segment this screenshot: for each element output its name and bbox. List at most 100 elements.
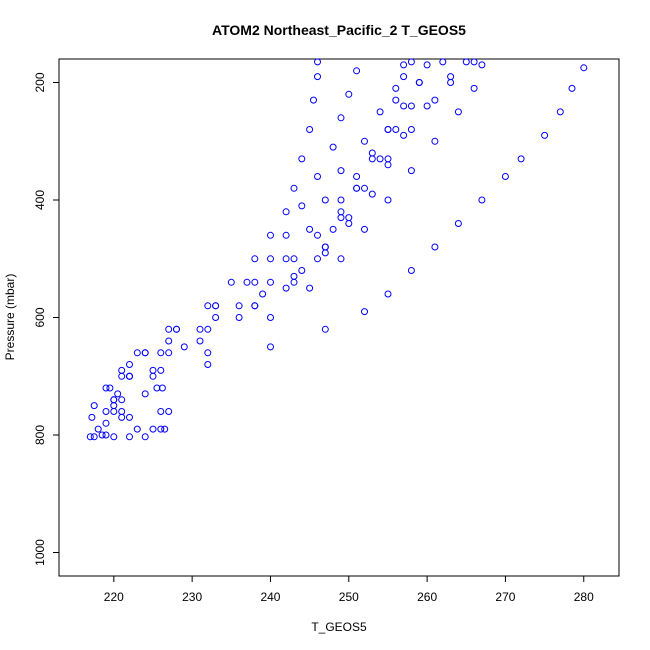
data-point [251, 302, 259, 310]
data-point [149, 425, 157, 433]
x-tick-label: 230 [182, 590, 202, 604]
y-axis: 200 400 600 800 1000 [33, 72, 59, 566]
data-point [282, 284, 290, 292]
data-point [267, 343, 274, 351]
data-point [149, 372, 157, 380]
data-point [384, 161, 392, 169]
data-point [267, 231, 274, 239]
data-point [314, 173, 321, 180]
data-point [90, 433, 98, 441]
data-point [501, 173, 509, 180]
data-point [454, 108, 462, 116]
data-point [157, 366, 165, 374]
x-tick-label: 220 [104, 590, 124, 604]
y-axis-label: Pressure (mbar) [3, 274, 17, 361]
data-point [110, 396, 118, 404]
data-point [204, 349, 212, 357]
data-point [110, 408, 118, 415]
data-point [88, 413, 96, 421]
data-point [345, 214, 353, 222]
data-point [361, 137, 368, 145]
data-point [306, 126, 314, 133]
data-point [321, 249, 329, 257]
data-point [118, 396, 126, 404]
data-point [314, 58, 321, 66]
data-point [212, 314, 220, 321]
data-point [243, 278, 251, 286]
x-tick-label: 250 [339, 590, 359, 604]
data-point [345, 220, 353, 227]
data-point [267, 314, 274, 321]
data-point [314, 73, 321, 81]
data-point [141, 390, 149, 398]
data-point [102, 384, 110, 392]
data-point [282, 208, 290, 216]
data-point [106, 384, 114, 392]
data-point [337, 196, 345, 204]
profile-series [118, 67, 361, 421]
data-point [235, 302, 243, 310]
profile-series [90, 58, 470, 441]
data-point [470, 84, 478, 92]
data-point [267, 255, 274, 263]
data-point [98, 431, 106, 439]
data-point [94, 425, 102, 433]
data-point [407, 126, 415, 133]
data-point [259, 290, 267, 298]
data-point [173, 325, 180, 333]
data-point [310, 96, 317, 104]
data-point [431, 243, 439, 251]
data-point [153, 384, 161, 392]
y-tick-label: 200 [33, 72, 47, 92]
data-point [517, 155, 525, 163]
x-axis-label: T_GEOS5 [311, 620, 367, 634]
profile-series [102, 58, 415, 439]
data-point [541, 131, 549, 139]
data-point [126, 372, 133, 380]
data-point [556, 108, 564, 116]
data-point [290, 278, 298, 286]
data-point [400, 73, 408, 81]
x-tick-label: 260 [417, 590, 437, 604]
data-point [361, 184, 368, 192]
data-point [384, 155, 392, 163]
data-point [423, 61, 431, 69]
data-point [407, 167, 415, 175]
data-point [282, 231, 290, 239]
data-point [447, 79, 455, 86]
data-point [118, 366, 126, 374]
y-tick-label: 600 [33, 307, 47, 327]
data-point [439, 58, 447, 66]
data-point [345, 90, 353, 98]
y-tick-label: 400 [33, 190, 47, 210]
data-point [290, 255, 298, 263]
data-point [157, 425, 165, 433]
data-point [267, 278, 274, 286]
data-point [141, 433, 149, 441]
data-point [392, 96, 400, 104]
data-point [110, 433, 118, 441]
data-point [165, 337, 173, 345]
data-point [361, 225, 368, 233]
x-axis: 220 230 240 250 260 270 280 [104, 576, 594, 604]
data-point [407, 102, 415, 110]
data-point [110, 402, 118, 410]
data-point [337, 167, 345, 175]
data-point [423, 102, 431, 110]
data-point [306, 284, 314, 292]
data-point [86, 433, 94, 441]
data-point [141, 349, 149, 357]
data-point [462, 58, 470, 66]
data-point [314, 255, 321, 263]
data-point [298, 202, 306, 210]
data-point [392, 126, 400, 133]
data-point [361, 308, 368, 316]
data-point [400, 131, 408, 139]
data-point [407, 267, 415, 274]
data-point [204, 361, 212, 368]
data-point [251, 255, 259, 263]
y-tick-label: 1000 [33, 539, 47, 566]
data-point [376, 108, 384, 116]
data-point [212, 302, 220, 310]
data-point [126, 413, 133, 421]
